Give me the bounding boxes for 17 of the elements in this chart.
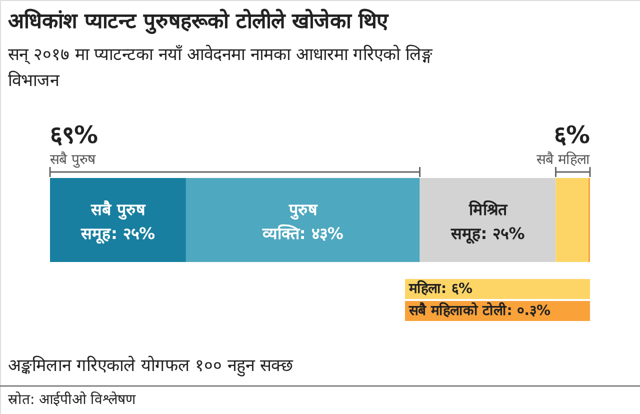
text: स्रोत: आईपीओ विश्लेषण <box>8 391 137 408</box>
chart-subtitle: सन् २०१७ मा प्याटन्टका नयाँ आवेदनमा नामका आधारमा गरिएको लिङ्ग विभाजन <box>8 44 434 91</box>
text: मिश्रित समूह: २५% <box>450 200 525 243</box>
bar <box>50 178 186 262</box>
text: अङ्कमिलान गरिएकाले योगफल १०० नहुन सक्छ <box>8 355 294 377</box>
data-label: ६% <box>554 121 590 149</box>
text: सबै पुरुष <box>50 151 96 168</box>
text: सबै महिलाको टोली: ०.३% <box>409 303 551 319</box>
bar <box>556 178 588 262</box>
text: ६९% <box>50 121 98 149</box>
text: सबै पुरुष समूह: २५% <box>80 200 155 243</box>
bar <box>420 178 556 262</box>
text: सबै महिला <box>536 151 590 168</box>
bar <box>186 178 420 262</box>
text: पुरुष व्यक्ति: ४३% <box>262 200 344 243</box>
text: महिला: ६% <box>409 281 472 297</box>
chart-title: अधिकांश प्याटन्ट पुरुषहरूको टोलीले खोजेका थिए <box>8 8 390 35</box>
